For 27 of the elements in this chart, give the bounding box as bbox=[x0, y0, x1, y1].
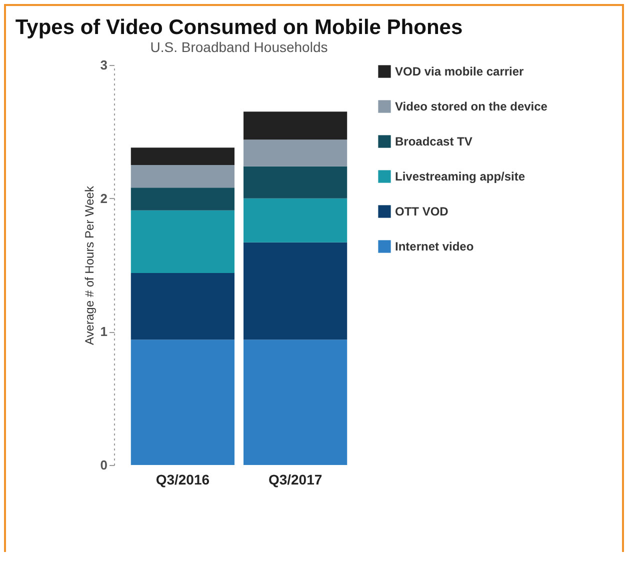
bar bbox=[130, 273, 234, 340]
bar bbox=[244, 198, 348, 242]
bar bbox=[244, 112, 348, 140]
legend-label: OTT VOD bbox=[395, 204, 449, 218]
x-tick-label: Q3/2016 bbox=[156, 472, 210, 488]
legend-label: VOD via mobile carrier bbox=[395, 64, 524, 78]
bar bbox=[130, 188, 234, 210]
bar bbox=[244, 140, 348, 166]
bar bbox=[244, 340, 348, 465]
bar bbox=[130, 210, 234, 273]
legend-label: Livestreaming app/site bbox=[395, 170, 526, 184]
bar bbox=[130, 340, 234, 465]
legend-label: Video stored on the device bbox=[395, 100, 548, 114]
bar bbox=[244, 242, 348, 340]
y-axis-title: Average # of Hours Per Week bbox=[82, 185, 96, 345]
y-tick-label: 1 bbox=[100, 324, 108, 340]
chart-subtitle: U.S. Broadband Households bbox=[150, 39, 328, 55]
chart-title: Types of Video Consumed on Mobile Phones bbox=[15, 16, 463, 39]
y-tick-label: 0 bbox=[100, 458, 108, 472]
x-tick-label: Q3/2017 bbox=[268, 472, 322, 488]
bar bbox=[244, 166, 348, 198]
legend-label: Broadcast TV bbox=[395, 134, 472, 148]
legend-label: Internet video bbox=[395, 240, 474, 254]
bar bbox=[130, 165, 234, 188]
y-tick-label: 2 bbox=[100, 190, 108, 206]
y-tick-label: 3 bbox=[100, 58, 108, 72]
bar bbox=[130, 148, 234, 165]
